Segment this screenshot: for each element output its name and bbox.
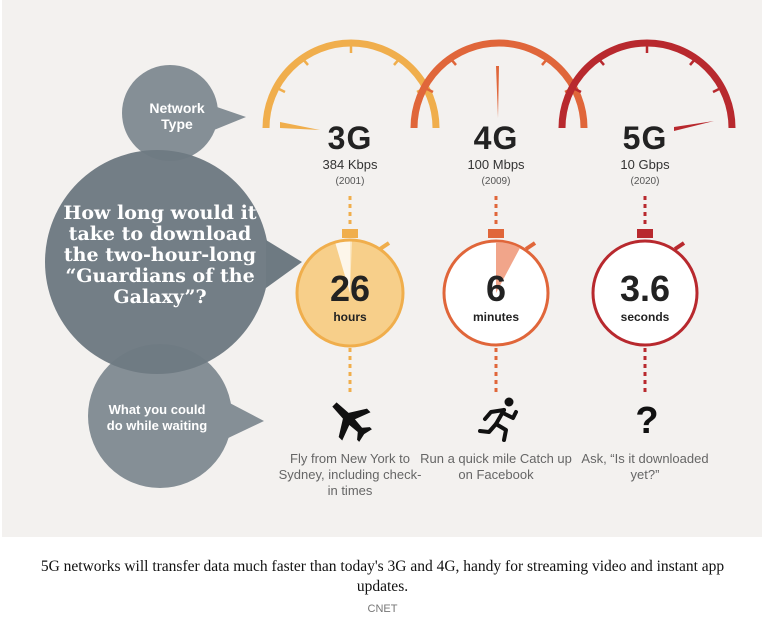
time-value: 26: [329, 268, 371, 309]
download-time-5g: 3.6 seconds: [590, 268, 700, 325]
generation-name: 3G: [327, 120, 373, 156]
network-type-bubble: [122, 65, 246, 161]
question-mark-icon: ?: [635, 400, 658, 442]
question-bubble: [45, 150, 302, 374]
stopwatch-3g: [295, 196, 405, 392]
waiting-bubble: [88, 344, 264, 488]
generation-speed: 384 Kbps: [322, 157, 378, 172]
time-unit: hours: [333, 310, 367, 324]
image-source: CNET: [367, 603, 398, 615]
waiting-label: What you could do while waiting: [106, 402, 208, 433]
download-question: How long would it take to download the t…: [63, 202, 257, 308]
generation-speed: 100 Mbps: [467, 157, 525, 172]
activity-3g: Fly from New York to Sydney, including c…: [278, 451, 422, 498]
generation-5g: 5G 10 Gbps (2020): [570, 122, 720, 187]
generation-4g: 4G 100 Mbps (2009): [421, 122, 571, 187]
network-type-label: Network Type: [149, 100, 205, 132]
gauge-4g: [410, 39, 588, 129]
image-caption: 5G networks will transfer data much fast…: [40, 558, 725, 595]
download-time-3g: 26 hours: [295, 268, 405, 325]
stopwatch-5g: [591, 196, 699, 392]
stopwatch-4g: [442, 196, 550, 392]
time-unit: minutes: [472, 310, 519, 324]
gauge-5g: [558, 39, 736, 131]
infographic: ? Network Type How long would it take to…: [2, 0, 762, 537]
airplane-icon: [332, 402, 372, 442]
gauge-3g: [262, 39, 440, 130]
time-value: 3.6: [619, 268, 671, 309]
time-unit: seconds: [620, 310, 670, 324]
generation-year: (2020): [630, 176, 660, 187]
generation-year: (2009): [481, 176, 511, 187]
generation-name: 5G: [622, 120, 668, 156]
activity-4g: Run a quick mile Catch up on Facebook: [420, 451, 572, 482]
generation-speed: 10 Gbps: [620, 157, 670, 172]
download-time-4g: 6 minutes: [441, 268, 551, 325]
generation-3g: 3G 384 Kbps (2001): [275, 122, 425, 187]
generation-name: 4G: [473, 120, 519, 156]
infographic-art: ?: [45, 39, 736, 488]
time-value: 6: [485, 268, 507, 309]
generation-year: (2001): [335, 176, 365, 187]
runner-icon: [478, 397, 518, 442]
activity-5g: Ask, “Is it downloaded yet?”: [581, 451, 709, 482]
